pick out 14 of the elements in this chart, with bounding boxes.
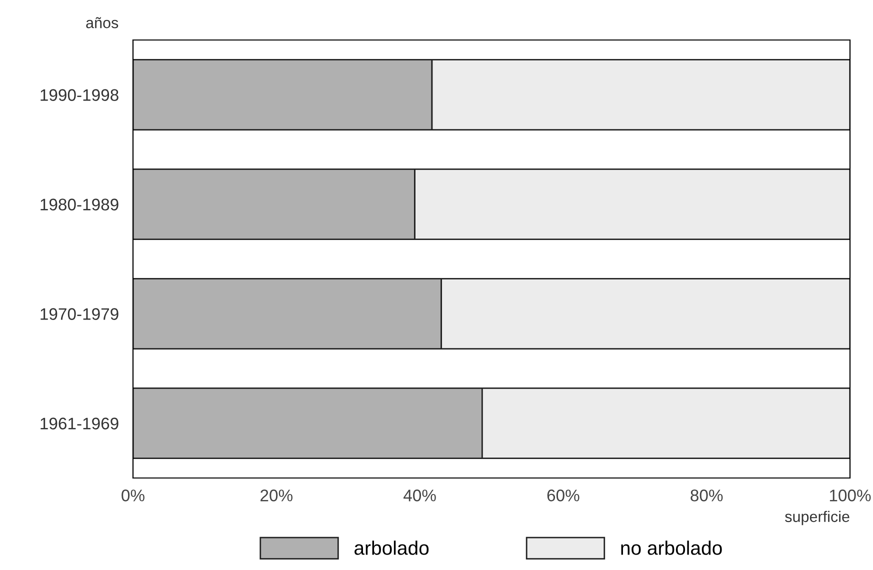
x-tick-label: 100% — [830, 490, 871, 502]
x-tick-label: 80% — [690, 490, 723, 502]
y-tick-label: 1961-1969 — [40, 418, 118, 430]
x-tick-label: 0% — [122, 490, 144, 502]
x-axis-title: superficie — [785, 510, 850, 526]
legend-label: no arbolado — [621, 540, 722, 555]
legend-label: arbolado — [354, 540, 429, 555]
y-axis-title: años — [86, 17, 118, 28]
y-tick-label: 1970-1979 — [40, 308, 118, 320]
y-tick-label: 1990-1998 — [40, 89, 118, 101]
x-tick-label: 40% — [404, 490, 436, 502]
y-tick-label: 1980-1989 — [40, 198, 118, 210]
x-tick-label: 20% — [260, 490, 292, 502]
x-tick-label: 60% — [547, 490, 580, 502]
